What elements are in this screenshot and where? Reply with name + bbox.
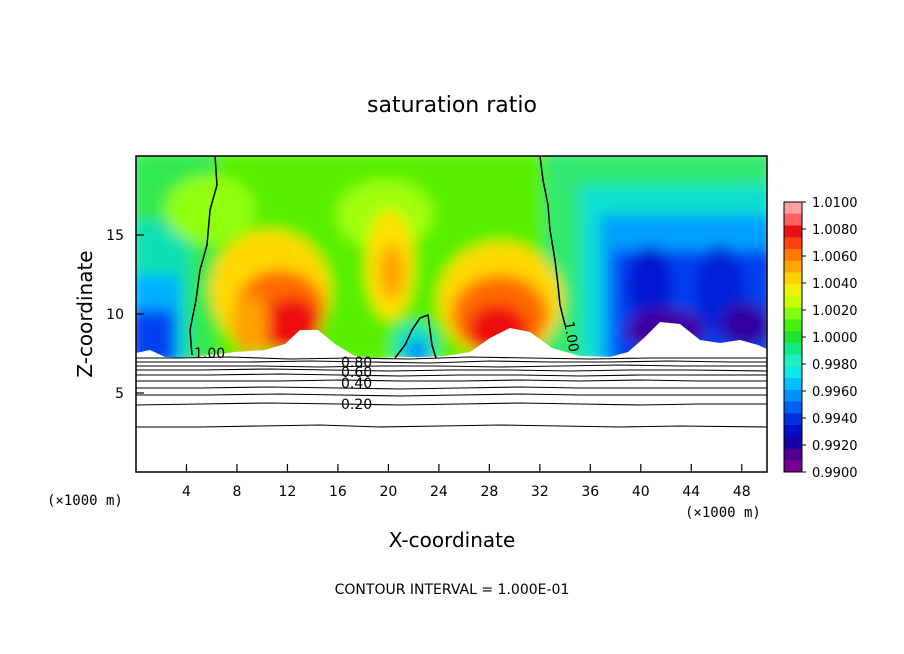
colorbar-swatch (784, 425, 802, 438)
contour-label: 0.20 (341, 397, 372, 413)
colorbar-swatch (784, 248, 802, 262)
colorbar-swatch (784, 413, 802, 426)
x-tick-label: 48 (733, 484, 751, 500)
colorbar-swatch (784, 213, 802, 226)
plot-area (136, 156, 767, 472)
y-tick-label: 10 (106, 307, 124, 323)
colorbar-swatch (784, 366, 802, 379)
x-unit-left: (×1000 m) (47, 493, 123, 509)
colorbar-swatch (784, 436, 802, 450)
colorbar-label: 0.9900 (812, 466, 858, 481)
colorbar-swatch (784, 401, 802, 414)
colorbar-swatch (784, 260, 802, 273)
contour-label: 0.40 (341, 376, 372, 392)
colorbar-swatch (784, 354, 802, 367)
colorbar-label: 0.9920 (812, 439, 858, 454)
colorbar-label: 1.0080 (812, 223, 858, 238)
colorbar: 1.0100 1.0080 1.0060 1.0040 1.0020 1.0000 0.99… (783, 196, 858, 481)
colorbar-swatch (784, 389, 802, 403)
x-tick-label: 20 (379, 484, 397, 500)
colorbar-swatch (784, 284, 802, 297)
contour-interval-note: CONTOUR INTERVAL = 1.000E-01 (335, 582, 570, 598)
colorbar-label: 1.0040 (812, 277, 858, 292)
colorbar-label: 1.0100 (812, 196, 858, 211)
contour-label: 0.80 (341, 355, 372, 371)
colorbar-label: 1.0000 (812, 331, 858, 346)
contour-label: 1.00 (194, 346, 225, 362)
y-axis-ticks: 5 10 15 (106, 228, 144, 402)
y-tick-label: 5 (115, 386, 124, 402)
colorbar-swatch (784, 225, 802, 238)
x-tick-label: 8 (232, 484, 241, 500)
colorbar-label: 0.9960 (812, 385, 858, 400)
x-tick-label: 40 (632, 484, 650, 500)
contour-label: 0.60 (341, 365, 372, 381)
saturation-contour-lines (189, 156, 566, 359)
y-tick-label: 15 (106, 228, 124, 244)
colorbar-label: 0.9980 (812, 358, 858, 373)
colorbar-label: 1.0060 (812, 250, 858, 265)
x-axis-label: X-coordinate (389, 528, 516, 552)
ground-region (136, 322, 767, 472)
colorbar-swatch (784, 331, 802, 344)
x-axis-ticks: 4 8 12 16 20 24 28 32 36 40 44 48 (182, 464, 751, 500)
x-tick-label: 44 (682, 484, 700, 500)
chart-title: saturation ratio (367, 93, 537, 118)
colorbar-swatch (784, 448, 802, 461)
x-tick-label: 4 (182, 484, 191, 500)
contour-labels: 1.00 1.00 0.80 0.60 0.40 0.20 (194, 320, 581, 413)
colorbar-swatch (784, 295, 802, 309)
colorbar-swatch (784, 378, 802, 391)
colorbar-label: 0.9940 (812, 412, 858, 427)
colorbar-swatch (784, 272, 802, 285)
x-tick-label: 28 (480, 484, 498, 500)
colorbar-swatch (784, 202, 802, 215)
x-tick-label: 16 (329, 484, 347, 500)
x-tick-label: 32 (531, 484, 549, 500)
y-axis-label: Z-coordinate (73, 250, 97, 377)
colorbar-swatch (784, 307, 802, 320)
x-tick-label: 24 (430, 484, 448, 500)
colorbar-swatch (784, 342, 802, 356)
ground-contour-lines (136, 356, 767, 428)
x-tick-label: 36 (581, 484, 599, 500)
colorbar-swatch (784, 319, 802, 332)
x-tick-label: 12 (279, 484, 297, 500)
x-unit-right: (×1000 m) (685, 505, 761, 521)
colorbar-label: 1.0020 (812, 304, 858, 319)
colorbar-swatch (784, 237, 802, 250)
contour-label: 1.00 (560, 320, 581, 353)
colorbar-swatch (784, 460, 802, 473)
